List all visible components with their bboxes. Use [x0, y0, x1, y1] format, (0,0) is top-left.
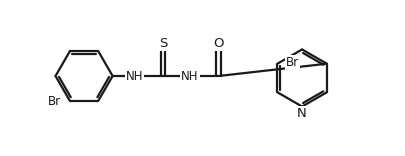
Text: NH: NH: [181, 70, 198, 83]
Text: N: N: [296, 107, 306, 120]
Text: Br: Br: [286, 56, 298, 69]
Text: NH: NH: [126, 70, 143, 83]
Text: Br: Br: [48, 95, 61, 108]
Text: S: S: [158, 37, 167, 50]
Text: O: O: [213, 37, 223, 50]
